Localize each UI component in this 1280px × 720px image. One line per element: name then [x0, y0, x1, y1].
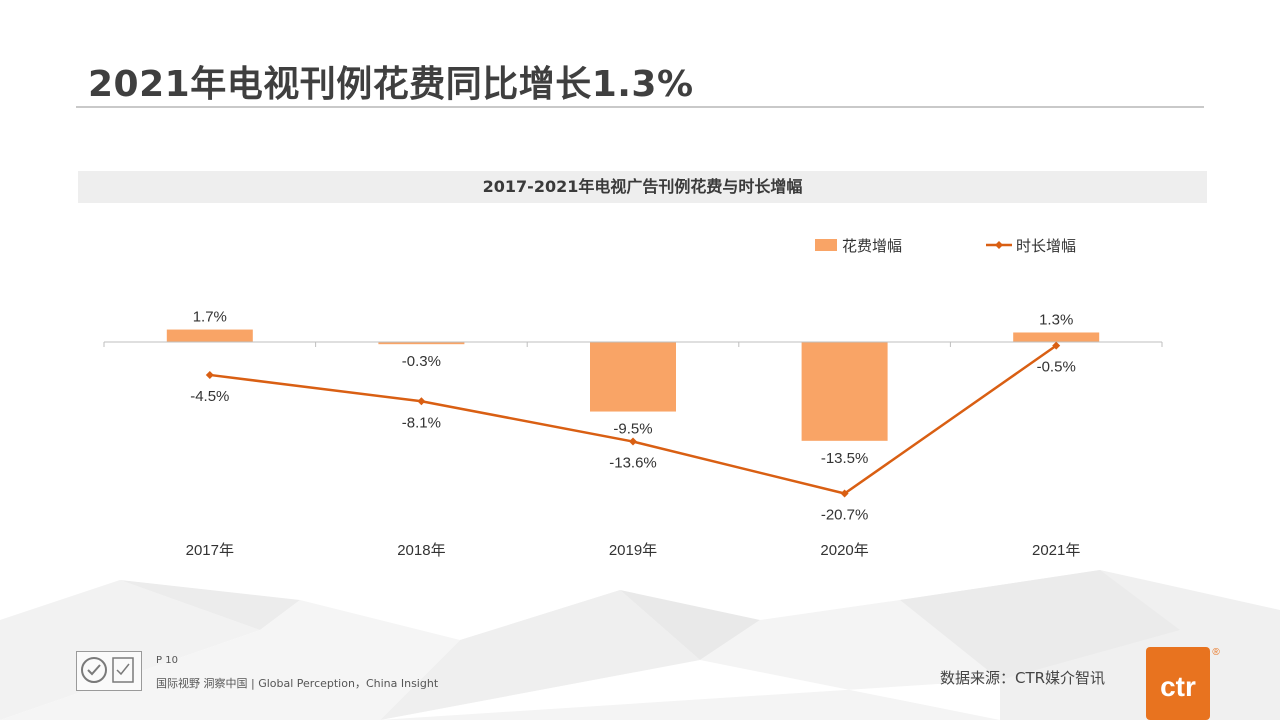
chart-legend: 花费增幅 时长增幅: [815, 238, 1076, 255]
legend-line-label: 时长增幅: [1016, 238, 1076, 255]
line-point-1: [417, 397, 426, 406]
page-title: 2021年电视刊例花费同比增长1.3%: [88, 64, 694, 105]
bar-3: [801, 342, 888, 441]
x-tick-label-4: 2021年: [1032, 542, 1080, 559]
line-point-3: [840, 489, 849, 498]
footer-slogan: 国际视野 洞察中国 | Global Perception，China Insi…: [156, 677, 439, 690]
legend-bar-swatch: [815, 239, 837, 251]
ctr-logo: ctr ®: [1146, 647, 1220, 720]
line-label-2: -13.6%: [609, 455, 657, 472]
bar-label-4: 1.3%: [1039, 311, 1073, 328]
x-tick-label-1: 2018年: [397, 542, 445, 559]
bar-label-0: 1.7%: [193, 309, 227, 326]
bar-2: [590, 342, 676, 412]
data-labels: 1.7% -0.3% -9.5% -13.5% 1.3% -4.5% -8.1% -13.6%…: [190, 309, 1076, 524]
x-tick-labels: 2017年 2018年 2019年 2020年 2021年: [186, 542, 1081, 559]
x-tick-label-2: 2019年: [609, 542, 657, 559]
chart-title: 2017-2021年电视广告刊例花费与时长增幅: [482, 177, 803, 196]
x-tick-label-0: 2017年: [186, 542, 234, 559]
bar-label-1: -0.3%: [402, 353, 441, 370]
line-label-1: -8.1%: [402, 414, 441, 431]
line-label-4: -0.5%: [1037, 359, 1076, 376]
x-tick-label-3: 2020年: [820, 542, 868, 559]
chart-title-banner: 2017-2021年电视广告刊例花费与时长增幅: [78, 171, 1207, 203]
line-point-2: [629, 437, 637, 446]
bar-series: [166, 329, 1100, 441]
line-point-4: [1052, 341, 1061, 350]
bar-4: [1013, 332, 1100, 342]
legend-line-marker: [995, 241, 1003, 249]
x-axis: [103, 341, 1163, 347]
svg-text:ctr: ctr: [1160, 671, 1196, 702]
bar-1: [378, 342, 465, 345]
line-label-0: -4.5%: [190, 388, 229, 405]
line-series: [205, 341, 1061, 498]
page-number: P 10: [156, 655, 178, 666]
title-divider: [76, 106, 1204, 108]
line-point-0: [205, 370, 214, 379]
data-source: 数据来源：CTR媒介智讯: [940, 669, 1106, 687]
svg-text:®: ®: [1212, 647, 1220, 658]
legend-bar-label: 花费增幅: [842, 238, 902, 255]
bar-0: [166, 329, 253, 342]
line-label-3: -20.7%: [821, 507, 869, 524]
bar-label-3: -13.5%: [821, 450, 869, 467]
certification-badge: [76, 651, 142, 691]
bar-label-2: -9.5%: [613, 421, 652, 438]
